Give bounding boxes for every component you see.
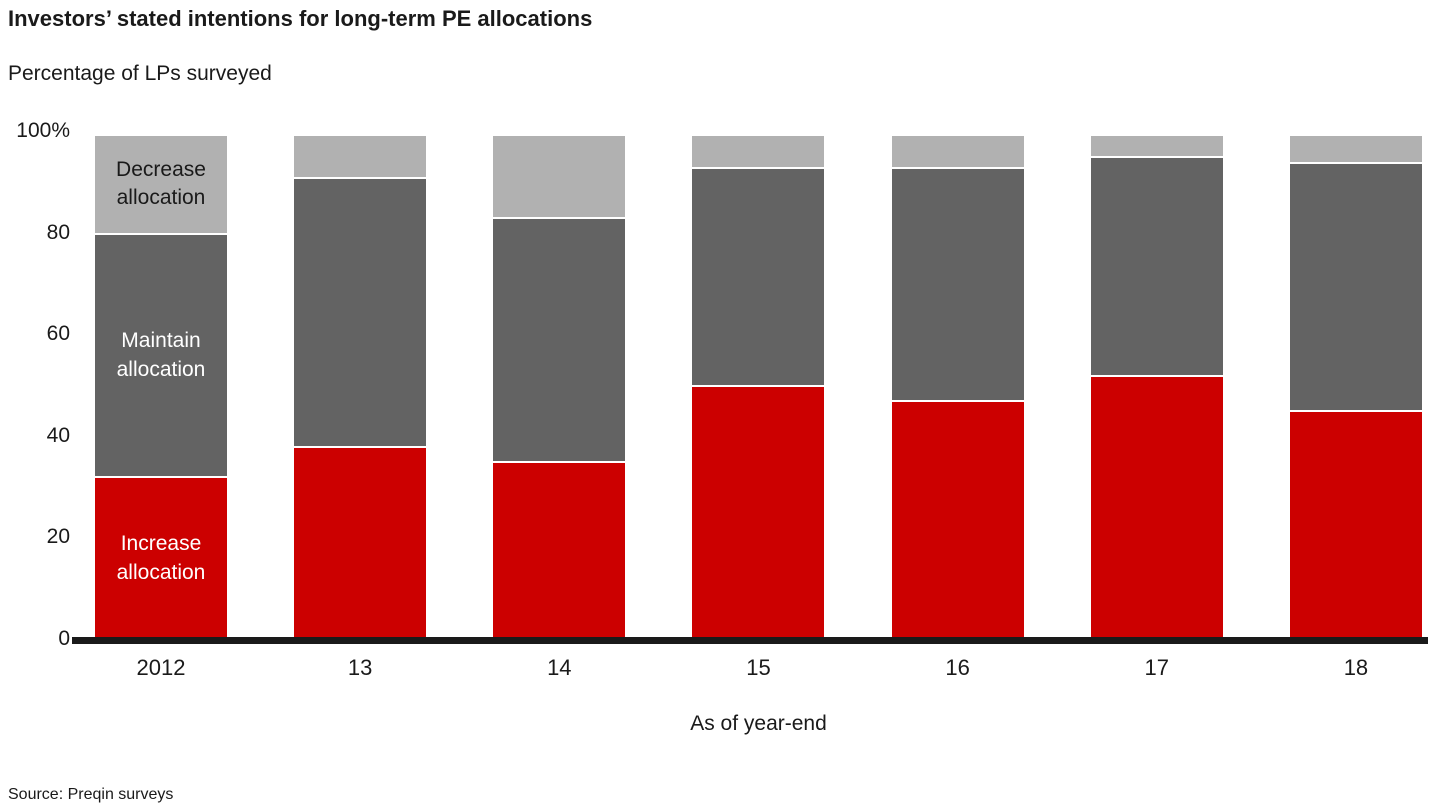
x-tick-label-14: 14: [547, 655, 572, 680]
bar-2012: Decrease allocation Maintain allocation In…: [95, 131, 227, 639]
bar-segment-decrease-allocation: [692, 136, 825, 167]
bar-segment-decrease-allocation: Decrease allocation: [95, 136, 227, 233]
segment-label-decrease-allocation: Decrease allocation: [116, 158, 206, 210]
x-tick-label-18: 18: [1343, 655, 1369, 680]
y-tick-label-60: 60: [46, 322, 70, 346]
bar-13: [294, 131, 427, 639]
page-subtitle: Percentage of LPs surveyed: [8, 62, 272, 85]
bar-segment-maintain-allocation: [1289, 161, 1422, 411]
segment-label-maintain-allocation: Maintain allocation: [116, 329, 206, 381]
bar-16: [891, 131, 1024, 639]
x-axis-title: As of year-end: [690, 712, 827, 735]
x-tick-label-2012: 2012: [136, 655, 186, 680]
x-tick-label-17: 17: [1144, 655, 1170, 680]
x-tick-row: 2012 13 14 15 16 17 18: [95, 655, 1422, 681]
x-tick-label-13: 13: [347, 655, 373, 680]
y-tick-label-20: 20: [46, 525, 70, 549]
y-tick-label-0: 0: [58, 627, 70, 650]
bar-17: [1090, 131, 1223, 639]
bar-segment-increase-allocation: [891, 400, 1024, 639]
source-note: Source: Preqin surveys: [8, 786, 174, 803]
x-tick-label-15: 15: [746, 655, 771, 680]
bar-segment-increase-allocation: [692, 385, 825, 639]
bar-segment-increase-allocation: [493, 461, 626, 639]
x-tick-label-16: 16: [945, 655, 970, 680]
bar-segment-increase-allocation: [1090, 374, 1223, 639]
y-tick-label-80: 80: [46, 220, 70, 244]
bar-segment-decrease-allocation: [891, 136, 1024, 167]
bar-segment-maintain-allocation: [294, 176, 427, 446]
bar-segment-decrease-allocation: [1090, 136, 1223, 157]
bar-segment-decrease-allocation: [294, 136, 427, 177]
bar-segment-maintain-allocation: [493, 217, 626, 462]
bar-segment-maintain-allocation: [891, 166, 1024, 401]
bar-segment-maintain-allocation: Maintain allocation: [95, 232, 227, 477]
bar-segment-decrease-allocation: [493, 136, 626, 218]
bar-15: [692, 131, 825, 639]
bar-segment-maintain-allocation: [692, 166, 825, 385]
page-title: Investors’ stated intentions for long-te…: [8, 6, 593, 31]
y-axis: 0 20 40 60 80 100%: [0, 119, 76, 650]
bar-segment-decrease-allocation: [1289, 136, 1422, 162]
bar-segment-increase-allocation: Increase allocation: [95, 476, 227, 639]
bar-18: [1289, 131, 1422, 639]
bar-segment-increase-allocation: [294, 445, 427, 639]
segment-label-increase-allocation: Increase allocation: [116, 532, 206, 584]
y-tick-label-100: 100%: [16, 119, 70, 142]
bar-segment-increase-allocation: [1289, 410, 1422, 639]
x-axis-line: [72, 637, 1428, 644]
bar-14: [493, 131, 626, 639]
bar-segment-maintain-allocation: [1090, 156, 1223, 375]
y-tick-label-40: 40: [46, 423, 70, 447]
bars-area: Decrease allocation Maintain allocation In…: [95, 131, 1422, 639]
